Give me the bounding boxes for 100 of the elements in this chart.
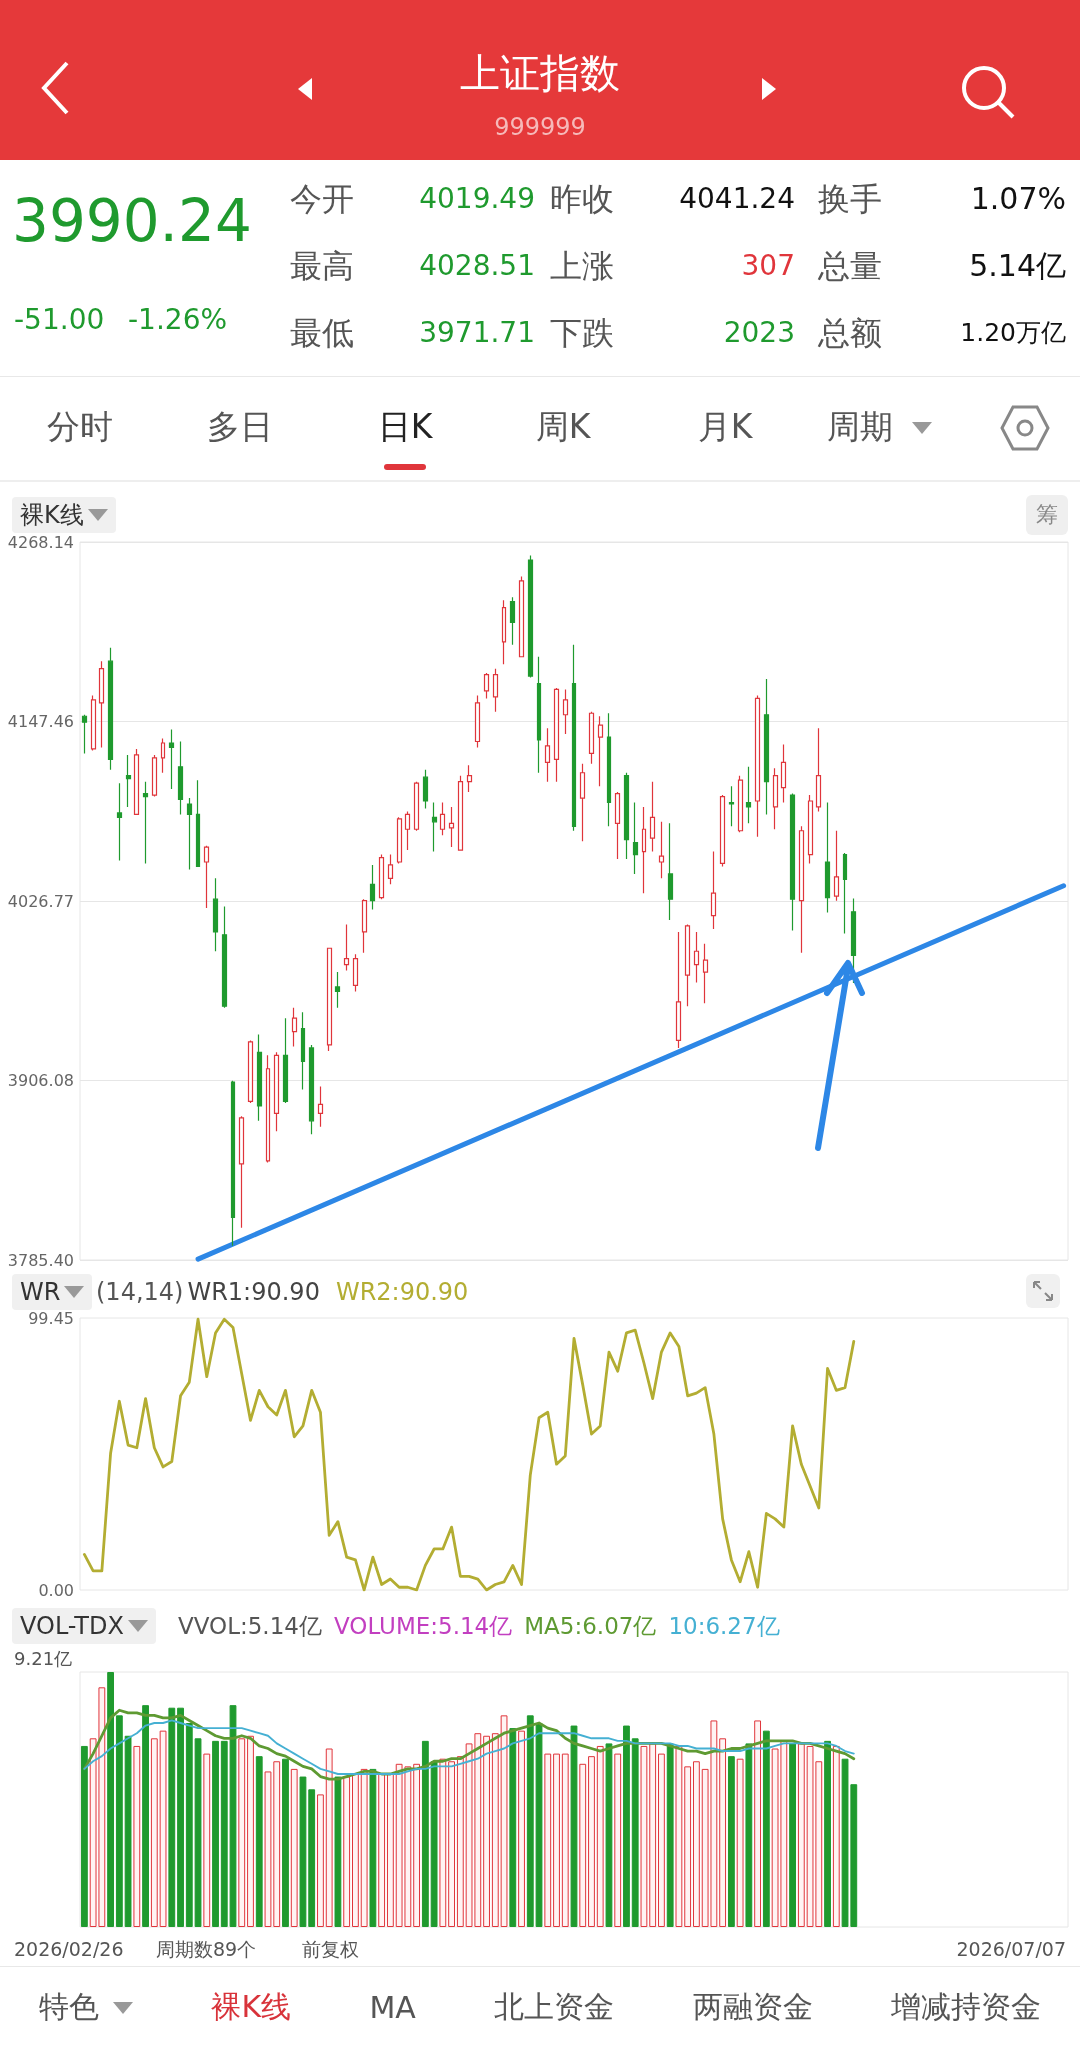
bar <box>238 1738 246 1927</box>
text: 2023 <box>723 315 795 351</box>
text: 昨收 <box>550 179 614 220</box>
bar <box>290 1768 298 1927</box>
candlestick <box>326 947 333 1052</box>
y-tick-label: 3785.40 <box>7 1250 74 1270</box>
bar <box>518 1730 525 1927</box>
bar <box>754 1720 762 1927</box>
candlestick <box>597 715 604 787</box>
bar <box>588 1756 595 1927</box>
candlestick <box>842 852 848 934</box>
candlestick <box>133 748 140 815</box>
y-tick-label: 4147.46 <box>7 711 74 731</box>
candlestick <box>352 953 359 992</box>
text: 最高 <box>290 246 354 287</box>
bar <box>596 1745 604 1927</box>
text: 北上资金 <box>494 1988 615 2026</box>
bar <box>666 1743 674 1927</box>
bar <box>658 1753 665 1927</box>
bar <box>745 1743 753 1927</box>
text: 总量 <box>818 246 882 287</box>
bar <box>579 1763 587 1927</box>
bar <box>553 1753 560 1927</box>
candlestick <box>125 754 132 808</box>
text: MA5:6.07亿 <box>524 1611 657 1641</box>
bar <box>832 1745 840 1927</box>
candlestick <box>606 712 612 827</box>
candlestick <box>431 801 438 853</box>
candlestick <box>789 792 796 931</box>
text: 多日 <box>206 406 274 448</box>
text: 两融资金 <box>692 1988 813 2026</box>
bar <box>456 1756 464 1927</box>
text: -51.00 <box>14 302 105 338</box>
bar <box>325 1748 333 1927</box>
chart-title: WR <box>20 1278 61 1306</box>
candlestick <box>579 763 586 842</box>
bar <box>631 1738 639 1927</box>
candlestick <box>291 1007 298 1048</box>
bar <box>334 1776 342 1927</box>
bar <box>177 1707 184 1927</box>
candlestick <box>160 737 166 774</box>
candlestick <box>439 801 446 836</box>
candlestick <box>807 794 814 865</box>
bar <box>614 1753 622 1927</box>
bar <box>561 1753 569 1927</box>
candlestick <box>308 1044 315 1135</box>
candlestick <box>518 575 525 658</box>
text: 今开 <box>290 179 354 220</box>
candlestick <box>457 775 464 851</box>
candlestick <box>614 791 621 860</box>
text: 特色 <box>39 1988 100 2026</box>
candlestick <box>238 1115 245 1229</box>
candlestick <box>387 853 394 885</box>
text: 上证指数 <box>459 49 621 98</box>
line-series <box>82 1317 856 1592</box>
text: 3971.71 <box>419 315 535 351</box>
candlestick <box>142 781 149 865</box>
bar <box>378 1774 386 1927</box>
candlestick <box>221 906 228 1009</box>
candlestick <box>544 727 551 783</box>
candlestick <box>833 830 840 902</box>
text: MA <box>369 1990 416 2025</box>
candlestick <box>404 810 411 851</box>
candlestick <box>737 775 744 833</box>
text: 上涨 <box>550 246 614 287</box>
candlestick <box>509 596 516 646</box>
bar <box>413 1763 421 1927</box>
bar <box>317 1794 324 1927</box>
text: VOLUME:5.14亿 <box>333 1611 513 1641</box>
chart-title: VOL-TDX <box>20 1612 124 1640</box>
bar <box>762 1730 770 1927</box>
candlestick <box>422 769 429 810</box>
candlestick <box>710 850 717 930</box>
candlestick <box>90 694 97 752</box>
text: 3990.24 <box>12 186 252 256</box>
y-tick-label: 0.00 <box>38 1580 74 1600</box>
text: 2026/02/26 <box>14 1937 124 1962</box>
candlestick <box>745 766 752 824</box>
candlestick <box>527 554 534 679</box>
candlestick <box>448 806 455 848</box>
bar <box>675 1745 683 1927</box>
bar <box>255 1756 263 1927</box>
candlestick <box>195 779 201 868</box>
candlestick <box>151 754 158 798</box>
candlestick <box>702 943 709 1004</box>
candlestick <box>632 801 639 875</box>
candlestick <box>571 644 577 832</box>
bar <box>343 1776 351 1927</box>
candlestick <box>474 694 481 749</box>
candlestick <box>378 853 385 900</box>
y-tick-label: 4026.77 <box>7 891 74 911</box>
text: 裸K线 <box>211 1988 292 2026</box>
candlestick <box>763 678 770 815</box>
bar <box>719 1738 727 1927</box>
bar <box>736 1758 744 1927</box>
candlestick <box>300 1011 306 1091</box>
text: 307 <box>741 248 795 284</box>
candlestick <box>536 656 542 774</box>
bar <box>159 1730 167 1927</box>
text: 周期 <box>826 406 894 448</box>
